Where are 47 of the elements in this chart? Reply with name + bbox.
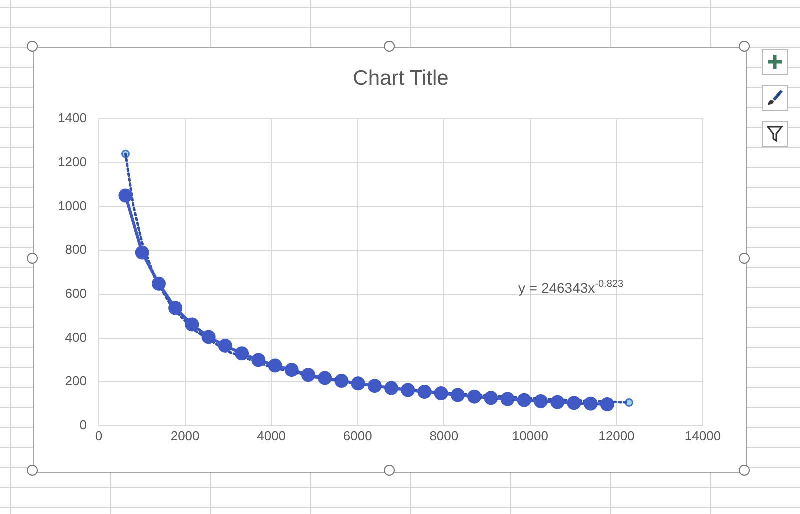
point <box>118 188 133 203</box>
point <box>484 391 498 406</box>
point <box>235 346 250 361</box>
point <box>550 395 565 410</box>
point <box>584 396 598 411</box>
x-tick-label: 12000 <box>598 428 635 444</box>
point <box>152 276 166 291</box>
point <box>401 383 416 398</box>
point <box>185 318 200 332</box>
y-tick-label: 0 <box>80 418 87 433</box>
point <box>600 398 614 412</box>
x-tick-label: 8000 <box>430 428 459 444</box>
y-tick-label: 1000 <box>58 198 87 214</box>
y-tick-label: 800 <box>65 242 87 258</box>
point <box>334 374 349 388</box>
point <box>135 246 150 260</box>
point <box>567 396 582 410</box>
y-tick-label: 200 <box>65 374 87 389</box>
point <box>268 358 282 373</box>
x-tick-label: 4000 <box>257 428 286 444</box>
point <box>517 393 532 408</box>
x-tick-label: 14000 <box>684 428 722 444</box>
x-tick-label: 10000 <box>512 428 549 444</box>
point <box>468 390 482 404</box>
point <box>368 379 382 394</box>
point <box>218 338 232 353</box>
point <box>168 301 183 316</box>
x-tick-label: 0 <box>95 428 103 444</box>
y-tick-label: 600 <box>65 286 87 302</box>
point <box>202 330 216 344</box>
point <box>318 371 332 386</box>
point <box>418 385 432 400</box>
point <box>450 388 465 402</box>
point <box>384 381 399 396</box>
point <box>301 368 316 382</box>
point <box>351 376 366 391</box>
x-tick-label: 6000 <box>343 428 372 444</box>
y-tick-label: 1400 <box>58 110 87 126</box>
point <box>534 394 548 408</box>
point <box>284 363 299 378</box>
x-tick-label: 2000 <box>170 428 200 444</box>
y-tick-label: 1200 <box>58 154 87 170</box>
point <box>500 392 515 406</box>
y-tick-label: 400 <box>65 330 87 345</box>
chart-title: Chart Title <box>353 66 449 90</box>
point <box>252 353 266 368</box>
point <box>434 386 448 401</box>
